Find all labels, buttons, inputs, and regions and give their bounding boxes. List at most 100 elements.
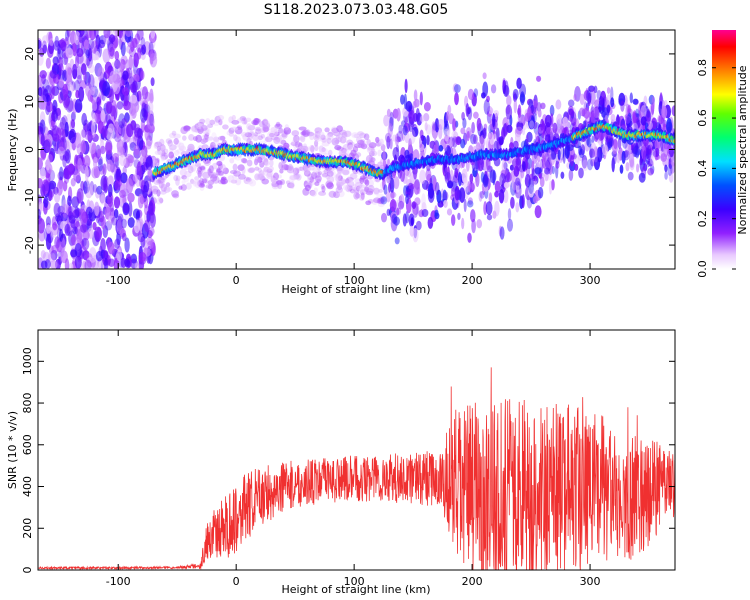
spectrogram-cell [420,115,425,123]
x-tick-label: 200 [462,575,483,588]
spectrogram-cell [534,167,542,175]
spectrogram-cell [102,163,107,176]
spectrogram-cell [42,79,50,93]
spectrogram-cell [646,144,652,161]
spectrogram-cell [133,158,141,169]
spectrogram-cell [479,190,485,199]
spectrogram-cell [471,121,475,134]
spectrogram-cell [246,123,252,130]
spectrogram-cell [480,171,485,183]
spectrogram-cell [80,63,87,76]
spectrogram-cell [402,125,408,136]
spectrogram-cell [70,219,76,229]
x-tick-label: 300 [580,575,601,588]
spectrogram-cell [124,237,130,253]
spectrogram-cell [331,126,338,133]
spectrogram-cell [431,121,437,132]
spectrogram-cell [229,157,235,164]
spectrogram-cell [148,100,154,114]
spectrogram-cell [368,142,377,149]
spectrogram-cell [302,129,310,138]
spectrogram-cell [158,181,164,189]
spectrogram-cell [114,59,121,70]
spectrogram-cell [173,149,180,156]
spectrogram-cell [507,208,512,221]
x-tick-label: 0 [233,274,240,287]
spectrogram-cell [610,97,615,108]
spectrogram-cell [120,123,125,138]
spectrogram-cell [176,148,184,154]
spectrogram-cell [163,186,171,194]
y-tick-label: -10 [23,188,36,206]
spectrogram-cell [247,134,253,141]
spectrogram-cell [92,156,98,169]
colorbar-tick-label: 0.4 [696,160,709,178]
spectrogram-cell [359,139,366,146]
spectrogram-cell [262,118,269,125]
spectrogram-cell [285,180,291,185]
spectrogram-cell [100,145,106,155]
spectrogram-cell [152,156,158,164]
spectrogram-cell [64,30,70,42]
spectrogram-cell [593,147,599,163]
spectrogram-cell [113,208,119,219]
spectrogram-cell [355,152,362,158]
spectrogram-cell [78,86,85,102]
spectrogram-cell [38,208,41,220]
spectrogram-cell [183,125,191,132]
spectrogram-cell [57,205,66,215]
spectrogram-cell [149,212,156,228]
spectrogram-cell [207,136,214,141]
spectrogram-cell [334,139,340,144]
spectrogram-cell [103,70,110,80]
spectrogram-cell [100,238,106,254]
spectrogram-cell [108,88,115,104]
spectrogram-cell [363,133,370,141]
spectrogram-cell [268,132,275,138]
spectrogram-cell [123,90,129,107]
spectrogram-cell [347,179,354,187]
spectrogram-cell [98,91,104,100]
spectrogram-cell [41,40,47,54]
spectrogram-cell [113,196,121,209]
spectrogram-cell [120,172,128,184]
spectrogram-cell [132,80,138,93]
spectrogram-cell [137,193,144,209]
spectrogram-cell [517,104,522,119]
spectrogram-cell [146,166,153,179]
spectrogram-cell [45,233,52,250]
spectrogram-cell [638,172,646,183]
spectrogram-cell [383,184,388,195]
spectrogram-cell [463,177,468,184]
spectrogram-cell [532,195,539,204]
spectrogram-cell [353,133,361,138]
spectrogram-cell [146,114,155,130]
y-tick-label: 400 [21,476,34,497]
spectrogram-cell [627,104,631,114]
spectrogram-cell [67,163,75,176]
spectrogram-cell [233,134,238,142]
spectrogram-cell [62,180,68,192]
spectrogram-cell [92,76,99,89]
spectrogram-cell [486,214,493,221]
spectrogram-cell [237,164,245,172]
spectrogram-cell [487,131,493,140]
spectrogram-cell [112,152,120,163]
x-tick-label: 200 [462,274,483,287]
spectrogram-cell [216,168,223,173]
spectrogram-cell [80,128,86,140]
spectrogram-cell [118,113,126,129]
spectrogram-cell [305,129,311,136]
spectrogram-cell [107,175,114,187]
spectrogram-cell [228,116,234,124]
spectrogram-cell [81,237,90,251]
spectrogram-cell [52,56,59,66]
spectrogram-cell [349,189,356,194]
y-tick-label: 200 [21,518,34,539]
spectrogram-cell [135,174,141,187]
spectrogram-cell [457,171,462,187]
spectrogram-cell [135,164,143,179]
spectrogram-cell [96,148,102,158]
spectrogram-cell [257,167,262,173]
spectrogram-cell [446,110,450,122]
